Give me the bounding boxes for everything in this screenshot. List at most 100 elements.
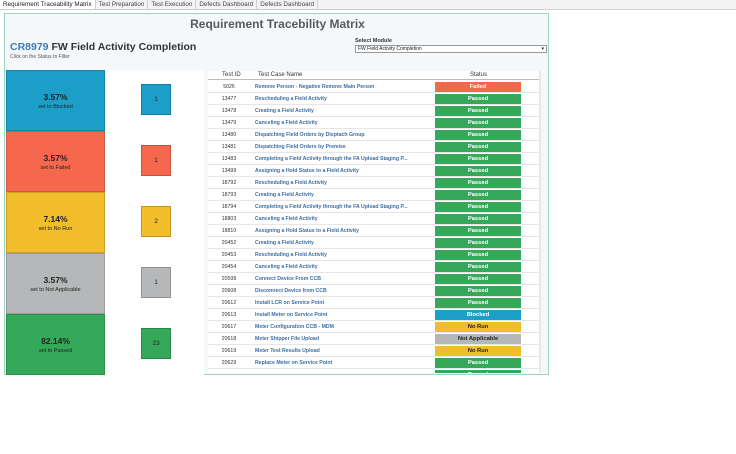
- table-row[interactable]: 20452 Creating a Field Activity Passed: [208, 237, 541, 249]
- status-cell[interactable]: No Run: [435, 322, 521, 332]
- status-cell[interactable]: No Run: [435, 346, 521, 356]
- test-case-name-link[interactable]: Connect Device From CCB: [255, 276, 322, 282]
- table-header: Test ID Test Case Name Status: [208, 71, 541, 80]
- table-row[interactable]: 20612 Install LCR on Service Point Passed: [208, 297, 541, 309]
- status-tile[interactable]: 3.57% set to Not Applicable 1: [6, 253, 204, 314]
- status-cell[interactable]: Passed: [435, 202, 521, 212]
- status-cell[interactable]: Passed: [435, 130, 521, 140]
- status-percent-box[interactable]: 7.14% set to No Run: [6, 192, 105, 253]
- chevron-down-icon[interactable]: ▾: [541, 46, 544, 52]
- test-case-name-link[interactable]: Rescheduling a Field Activity: [255, 96, 327, 102]
- table-row[interactable]: 20619 Meter Test Results Upload No Run: [208, 345, 541, 357]
- table-row[interactable]: 18803 Canceling a Field Activity Passed: [208, 213, 541, 225]
- table-row[interactable]: 20613 Install Meter on Service Point Block…: [208, 309, 541, 321]
- status-percent-box[interactable]: 3.57% set to Not Applicable: [6, 253, 105, 314]
- table-row[interactable]: 20617 Meter Configuration CCB - MDM No Run: [208, 321, 541, 333]
- table-row[interactable]: 13499 Assigning a Hold Status to a Field …: [208, 165, 541, 177]
- status-percent-box[interactable]: 82.14% set to Passed: [6, 314, 105, 375]
- status-cell[interactable]: Passed: [435, 190, 521, 200]
- test-case-name-link[interactable]: Creating a Field Activity: [255, 240, 314, 246]
- module-select[interactable]: FW Field Activity Completion ▾: [355, 45, 547, 53]
- tab-0[interactable]: Requirement Traceability Matrix: [0, 0, 96, 9]
- status-cell[interactable]: Passed: [435, 358, 521, 368]
- status-count-box[interactable]: 2: [141, 206, 171, 237]
- module-select-value: FW Field Activity Completion: [358, 46, 422, 52]
- table-scrollbar[interactable]: [539, 71, 541, 373]
- table-row[interactable]: Passed: [208, 369, 541, 373]
- status-count-box[interactable]: 23: [141, 328, 171, 359]
- status-percent-box[interactable]: 3.57% set to Blocked: [6, 70, 105, 131]
- test-case-name-link[interactable]: Completing a Field Activity through the …: [255, 204, 408, 210]
- status-cell[interactable]: Passed: [435, 154, 521, 164]
- test-case-name-link[interactable]: Creating a Field Activity: [255, 192, 314, 198]
- status-count-box[interactable]: 1: [141, 267, 171, 298]
- test-case-name-link[interactable]: Creating a Field Activity: [255, 108, 314, 114]
- status-count-box[interactable]: 1: [141, 84, 171, 115]
- test-case-name-link[interactable]: Install Meter on Service Point: [255, 312, 328, 318]
- status-cell[interactable]: Failed: [435, 82, 521, 92]
- status-cell[interactable]: Passed: [435, 214, 521, 224]
- test-case-name-link[interactable]: Meter Shipper File Upload: [255, 336, 319, 342]
- test-case-name-link[interactable]: Meter Configuration CCB - MDM: [255, 324, 334, 330]
- status-cell[interactable]: Passed: [435, 226, 521, 236]
- table-row[interactable]: 20629 Replace Meter on Service Point Passe…: [208, 357, 541, 369]
- table-row[interactable]: 13477 Rescheduling a Field Activity Passed: [208, 93, 541, 105]
- test-case-name-link[interactable]: Dispatching Field Orders by Disptach Gro…: [255, 132, 365, 138]
- status-tile[interactable]: 82.14% set to Passed 23: [6, 314, 204, 375]
- table-row[interactable]: 13479 Canceling a Field Activity Passed: [208, 117, 541, 129]
- table-row[interactable]: 18810 Assigning a Hold Status to a Field …: [208, 225, 541, 237]
- status-count-box[interactable]: 1: [141, 145, 171, 176]
- table-row[interactable]: 13478 Creating a Field Activity Passed: [208, 105, 541, 117]
- test-case-name-link[interactable]: Rescheduling a Field Activity: [255, 180, 327, 186]
- status-cell[interactable]: Passed: [435, 94, 521, 104]
- status-cell[interactable]: Passed: [435, 298, 521, 308]
- test-case-name-link[interactable]: Assigning a Hold Status to a Field Activ…: [255, 228, 359, 234]
- test-case-name-link[interactable]: Replace Meter on Service Point: [255, 360, 333, 366]
- test-case-name-link[interactable]: Disconnect Device from CCB: [255, 288, 327, 294]
- tab-4[interactable]: Defects Dashboard: [257, 0, 319, 9]
- test-case-name-link[interactable]: Dispatching Field Orders by Premise: [255, 144, 346, 150]
- status-cell[interactable]: Not Applicable: [435, 334, 521, 344]
- status-tile[interactable]: 7.14% set to No Run 2: [6, 192, 204, 253]
- table-row[interactable]: 13480 Dispatching Field Orders by Disptac…: [208, 129, 541, 141]
- table-row[interactable]: 18794 Completing a Field Activity through…: [208, 201, 541, 213]
- status-cell[interactable]: Passed: [435, 250, 521, 260]
- status-cell[interactable]: Passed: [435, 238, 521, 248]
- test-case-name-link[interactable]: Remove Person - Negative Remove Main Per…: [255, 84, 375, 90]
- status-cell[interactable]: Passed: [435, 262, 521, 272]
- tab-1[interactable]: Test Preparation: [96, 0, 149, 9]
- test-case-name-link[interactable]: Assigning a Hold Status to a Field Activ…: [255, 168, 359, 174]
- tab-3[interactable]: Defects Dashboard: [196, 0, 258, 9]
- table-row[interactable]: 20454 Canceling a Field Activity Passed: [208, 261, 541, 273]
- test-case-name-link[interactable]: Canceling a Field Activity: [255, 216, 318, 222]
- status-cell[interactable]: Passed: [435, 178, 521, 188]
- status-tile[interactable]: 3.57% set to Blocked 1: [6, 70, 204, 131]
- table-row[interactable]: 20608 Disconnect Device from CCB Passed: [208, 285, 541, 297]
- status-tile[interactable]: 3.57% set to Failed 1: [6, 131, 204, 192]
- table-row[interactable]: 18793 Creating a Field Activity Passed: [208, 189, 541, 201]
- table-row[interactable]: 20618 Meter Shipper File Upload Not Applic…: [208, 333, 541, 345]
- status-cell[interactable]: Passed: [435, 370, 521, 373]
- table-row[interactable]: 5026 Remove Person - Negative Remove Main…: [208, 81, 541, 93]
- status-cell[interactable]: Passed: [435, 166, 521, 176]
- status-cell[interactable]: Passed: [435, 142, 521, 152]
- test-id-cell: 13479: [221, 120, 237, 126]
- status-cell[interactable]: Passed: [435, 106, 521, 116]
- test-case-name-link[interactable]: Canceling a Field Activity: [255, 120, 318, 126]
- tab-2[interactable]: Test Execution: [148, 0, 197, 9]
- status-cell[interactable]: Passed: [435, 286, 521, 296]
- table-row[interactable]: 13483 Completing a Field Activity through…: [208, 153, 541, 165]
- test-case-name-link[interactable]: Install LCR on Service Point: [255, 300, 325, 306]
- table-row[interactable]: 13481 Dispatching Field Orders by Premise…: [208, 141, 541, 153]
- table-row[interactable]: 20598 Connect Device From CCB Passed: [208, 273, 541, 285]
- status-cell[interactable]: Passed: [435, 274, 521, 284]
- test-case-name-link[interactable]: Canceling a Field Activity: [255, 264, 318, 270]
- test-case-name-link[interactable]: Rescheduling a Field Activity: [255, 252, 327, 258]
- table-row[interactable]: 20453 Rescheduling a Field Activity Passed: [208, 249, 541, 261]
- table-row[interactable]: 18792 Rescheduling a Field Activity Passed: [208, 177, 541, 189]
- test-case-name-link[interactable]: Completing a Field Activity through the …: [255, 156, 408, 162]
- status-cell[interactable]: Blocked: [435, 310, 521, 320]
- status-cell[interactable]: Passed: [435, 118, 521, 128]
- test-case-name-link[interactable]: Meter Test Results Upload: [255, 348, 320, 354]
- status-percent-box[interactable]: 3.57% set to Failed: [6, 131, 105, 192]
